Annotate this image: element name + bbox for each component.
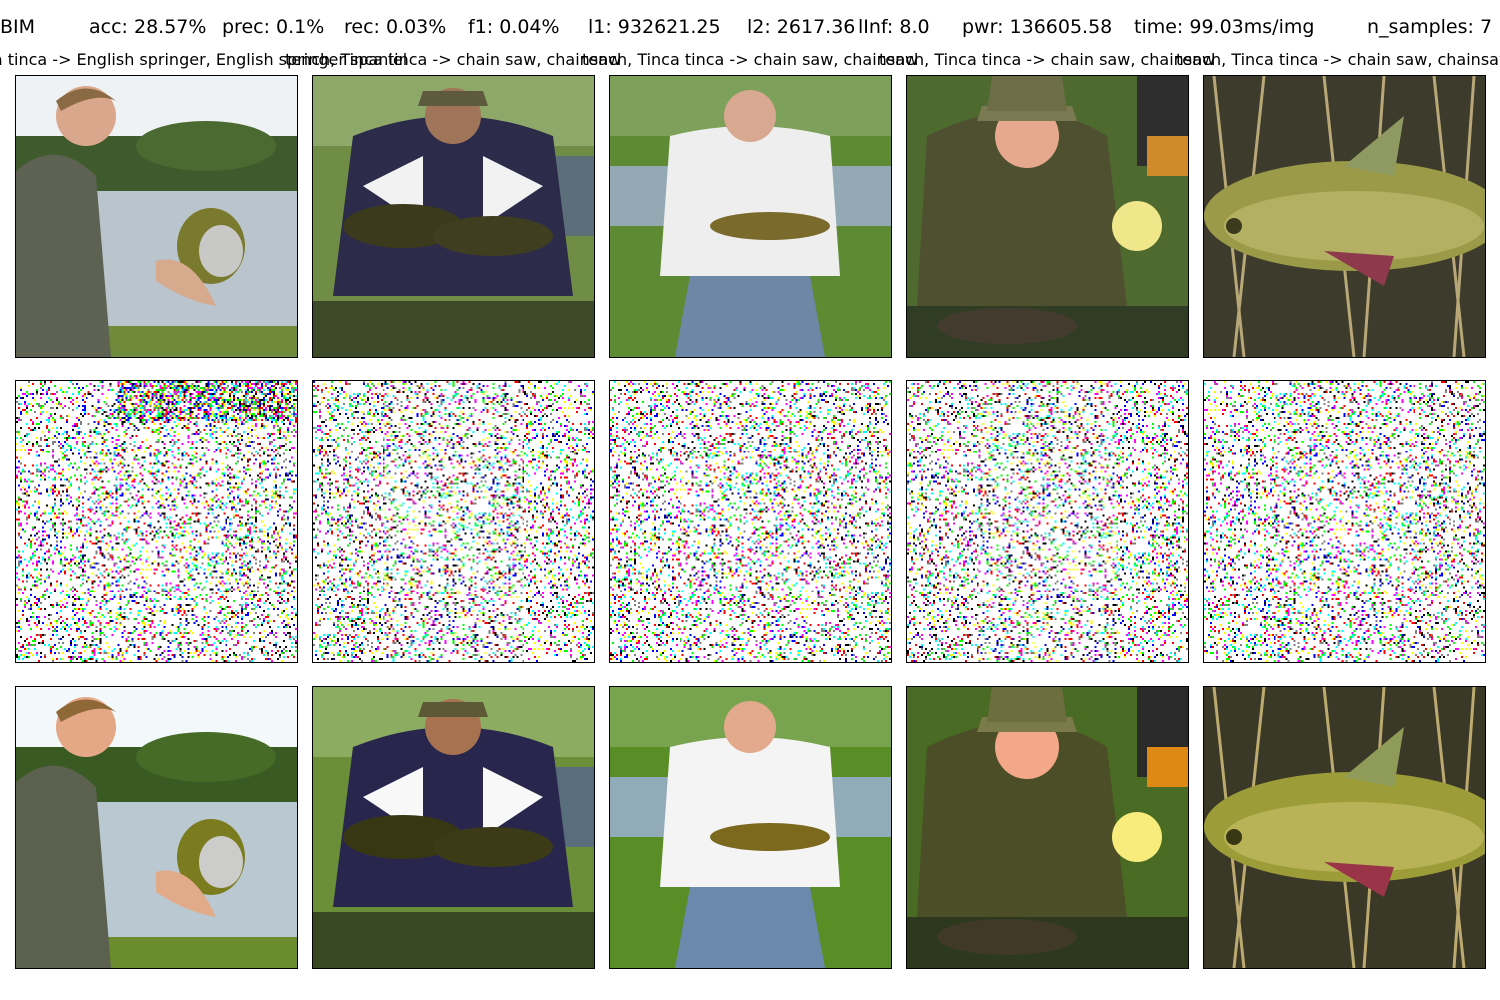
- metric-linf: lInf: 8.0: [858, 16, 930, 38]
- original-image-5: [1203, 75, 1486, 358]
- adversarial-image-4: [906, 686, 1189, 969]
- metric-l1: l1: 932621.25: [588, 16, 721, 38]
- method-label: BIM: [0, 16, 36, 38]
- perturbation-image-4: [906, 380, 1189, 663]
- original-image-3: [609, 75, 892, 358]
- tench-fish-in-grass-photo: [1204, 76, 1485, 357]
- perturbation-noise: [610, 381, 891, 662]
- angler-holding-fish-photo: [610, 76, 891, 357]
- metric-prec: prec: 0.1%: [222, 16, 325, 38]
- original-image-4: [906, 75, 1189, 358]
- adversarial-photo: [16, 687, 297, 968]
- metric-acc: acc: 28.57%: [89, 16, 207, 38]
- column-caption: tench, Tinca tinca -> chain saw, chainsa…: [1175, 50, 1500, 69]
- adversarial-image-5: [1203, 686, 1486, 969]
- adversarial-image-3: [609, 686, 892, 969]
- perturbation-noise: [313, 381, 594, 662]
- perturbation-image-5: [1203, 380, 1486, 663]
- perturbation-noise: [16, 381, 297, 662]
- angler-holding-fish-photo: [16, 76, 297, 357]
- column-caption: tench, Tinca tinca -> chain saw, chainsa…: [581, 50, 919, 69]
- adversarial-photo: [1204, 687, 1485, 968]
- adversarial-photo: [610, 687, 891, 968]
- angler-holding-fish-photo: [313, 76, 594, 357]
- adversarial-image-2: [312, 686, 595, 969]
- metric-l2: l2: 2617.36: [747, 16, 856, 38]
- metric-pwr: pwr: 136605.58: [962, 16, 1113, 38]
- metric-rec: rec: 0.03%: [344, 16, 447, 38]
- adversarial-photo: [313, 687, 594, 968]
- metric-time: time: 99.03ms/img: [1134, 16, 1315, 38]
- column-caption: tench, Tinca tinca -> English springer, …: [0, 50, 408, 69]
- perturbation-image-3: [609, 380, 892, 663]
- angler-holding-fish-photo: [907, 76, 1188, 357]
- column-caption: tench, Tinca tinca -> chain saw, chainsa…: [284, 50, 622, 69]
- column-caption: tench, Tinca tinca -> chain saw, chainsa…: [878, 50, 1216, 69]
- adversarial-photo: [907, 687, 1188, 968]
- metric-n-samples: n_samples: 7: [1367, 16, 1493, 38]
- original-image-1: [15, 75, 298, 358]
- original-image-2: [312, 75, 595, 358]
- perturbation-noise: [907, 381, 1188, 662]
- perturbation-image-1: [15, 380, 298, 663]
- adversarial-image-1: [15, 686, 298, 969]
- perturbation-noise: [1204, 381, 1485, 662]
- metric-f1: f1: 0.04%: [468, 16, 560, 38]
- perturbation-image-2: [312, 380, 595, 663]
